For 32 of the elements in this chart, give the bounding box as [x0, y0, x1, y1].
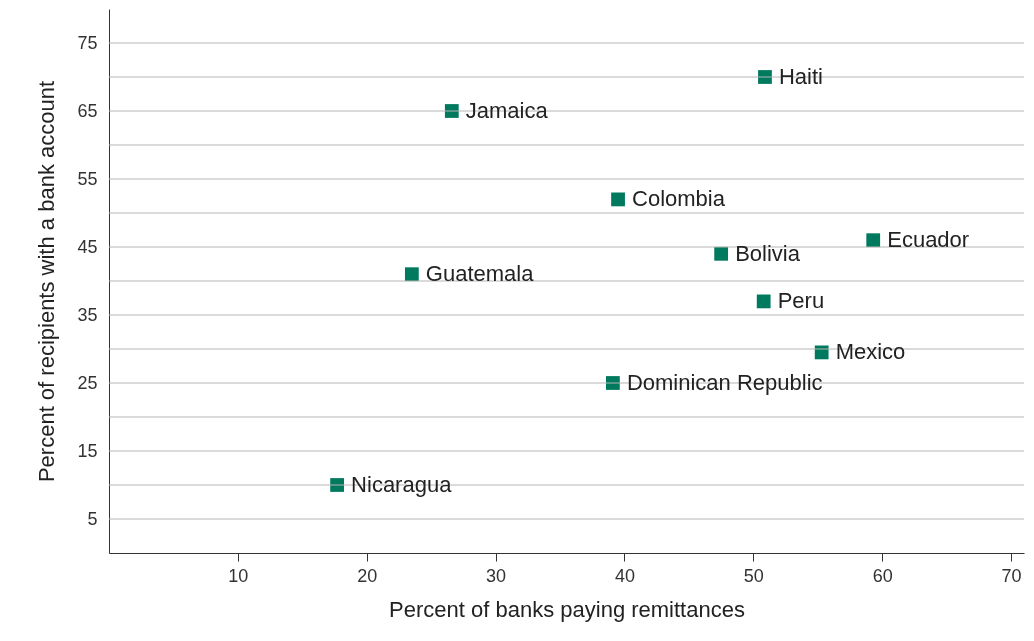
- x-tick-label: 50: [743, 565, 764, 586]
- y-tick-label: 75: [77, 32, 98, 53]
- series-label: Ecuador: [887, 227, 970, 253]
- series-label: Dominican Republic: [626, 370, 823, 395]
- x-tick-label: 30: [486, 565, 507, 586]
- x-tick-label: 70: [1001, 565, 1022, 586]
- y-tick-label: 5: [87, 508, 98, 529]
- y-tick-label: 55: [77, 168, 98, 189]
- series-label: Bolivia: [735, 240, 801, 266]
- y-tick-label: 15: [77, 440, 98, 461]
- x-tick-label: 10: [228, 565, 249, 586]
- x-tick-label: 20: [357, 565, 378, 586]
- y-tick-label: 45: [77, 236, 98, 257]
- series-label: Jamaica: [465, 98, 549, 123]
- x-tick-label: 40: [614, 565, 636, 586]
- x-axis-title: Percent of banks paying remittances: [389, 596, 745, 622]
- y-tick-label: 25: [77, 372, 98, 393]
- y-tick-label: 35: [77, 304, 98, 325]
- x-tick-label: 60: [872, 565, 893, 586]
- series-label: Nicaragua: [351, 472, 453, 497]
- point: [756, 294, 771, 309]
- point: [714, 246, 729, 261]
- point: [866, 233, 881, 248]
- series-label: Peru: [777, 288, 825, 314]
- y-axis-title: Percent of recipients with a bank account: [34, 80, 60, 483]
- series-label: Colombia: [632, 186, 726, 212]
- series-label: Mexico: [835, 339, 906, 365]
- point: [611, 192, 625, 207]
- point: [404, 267, 419, 282]
- y-tick-label: 65: [77, 100, 98, 121]
- series-label: Guatemala: [425, 261, 535, 287]
- series-label: Haiti: [778, 64, 823, 89]
